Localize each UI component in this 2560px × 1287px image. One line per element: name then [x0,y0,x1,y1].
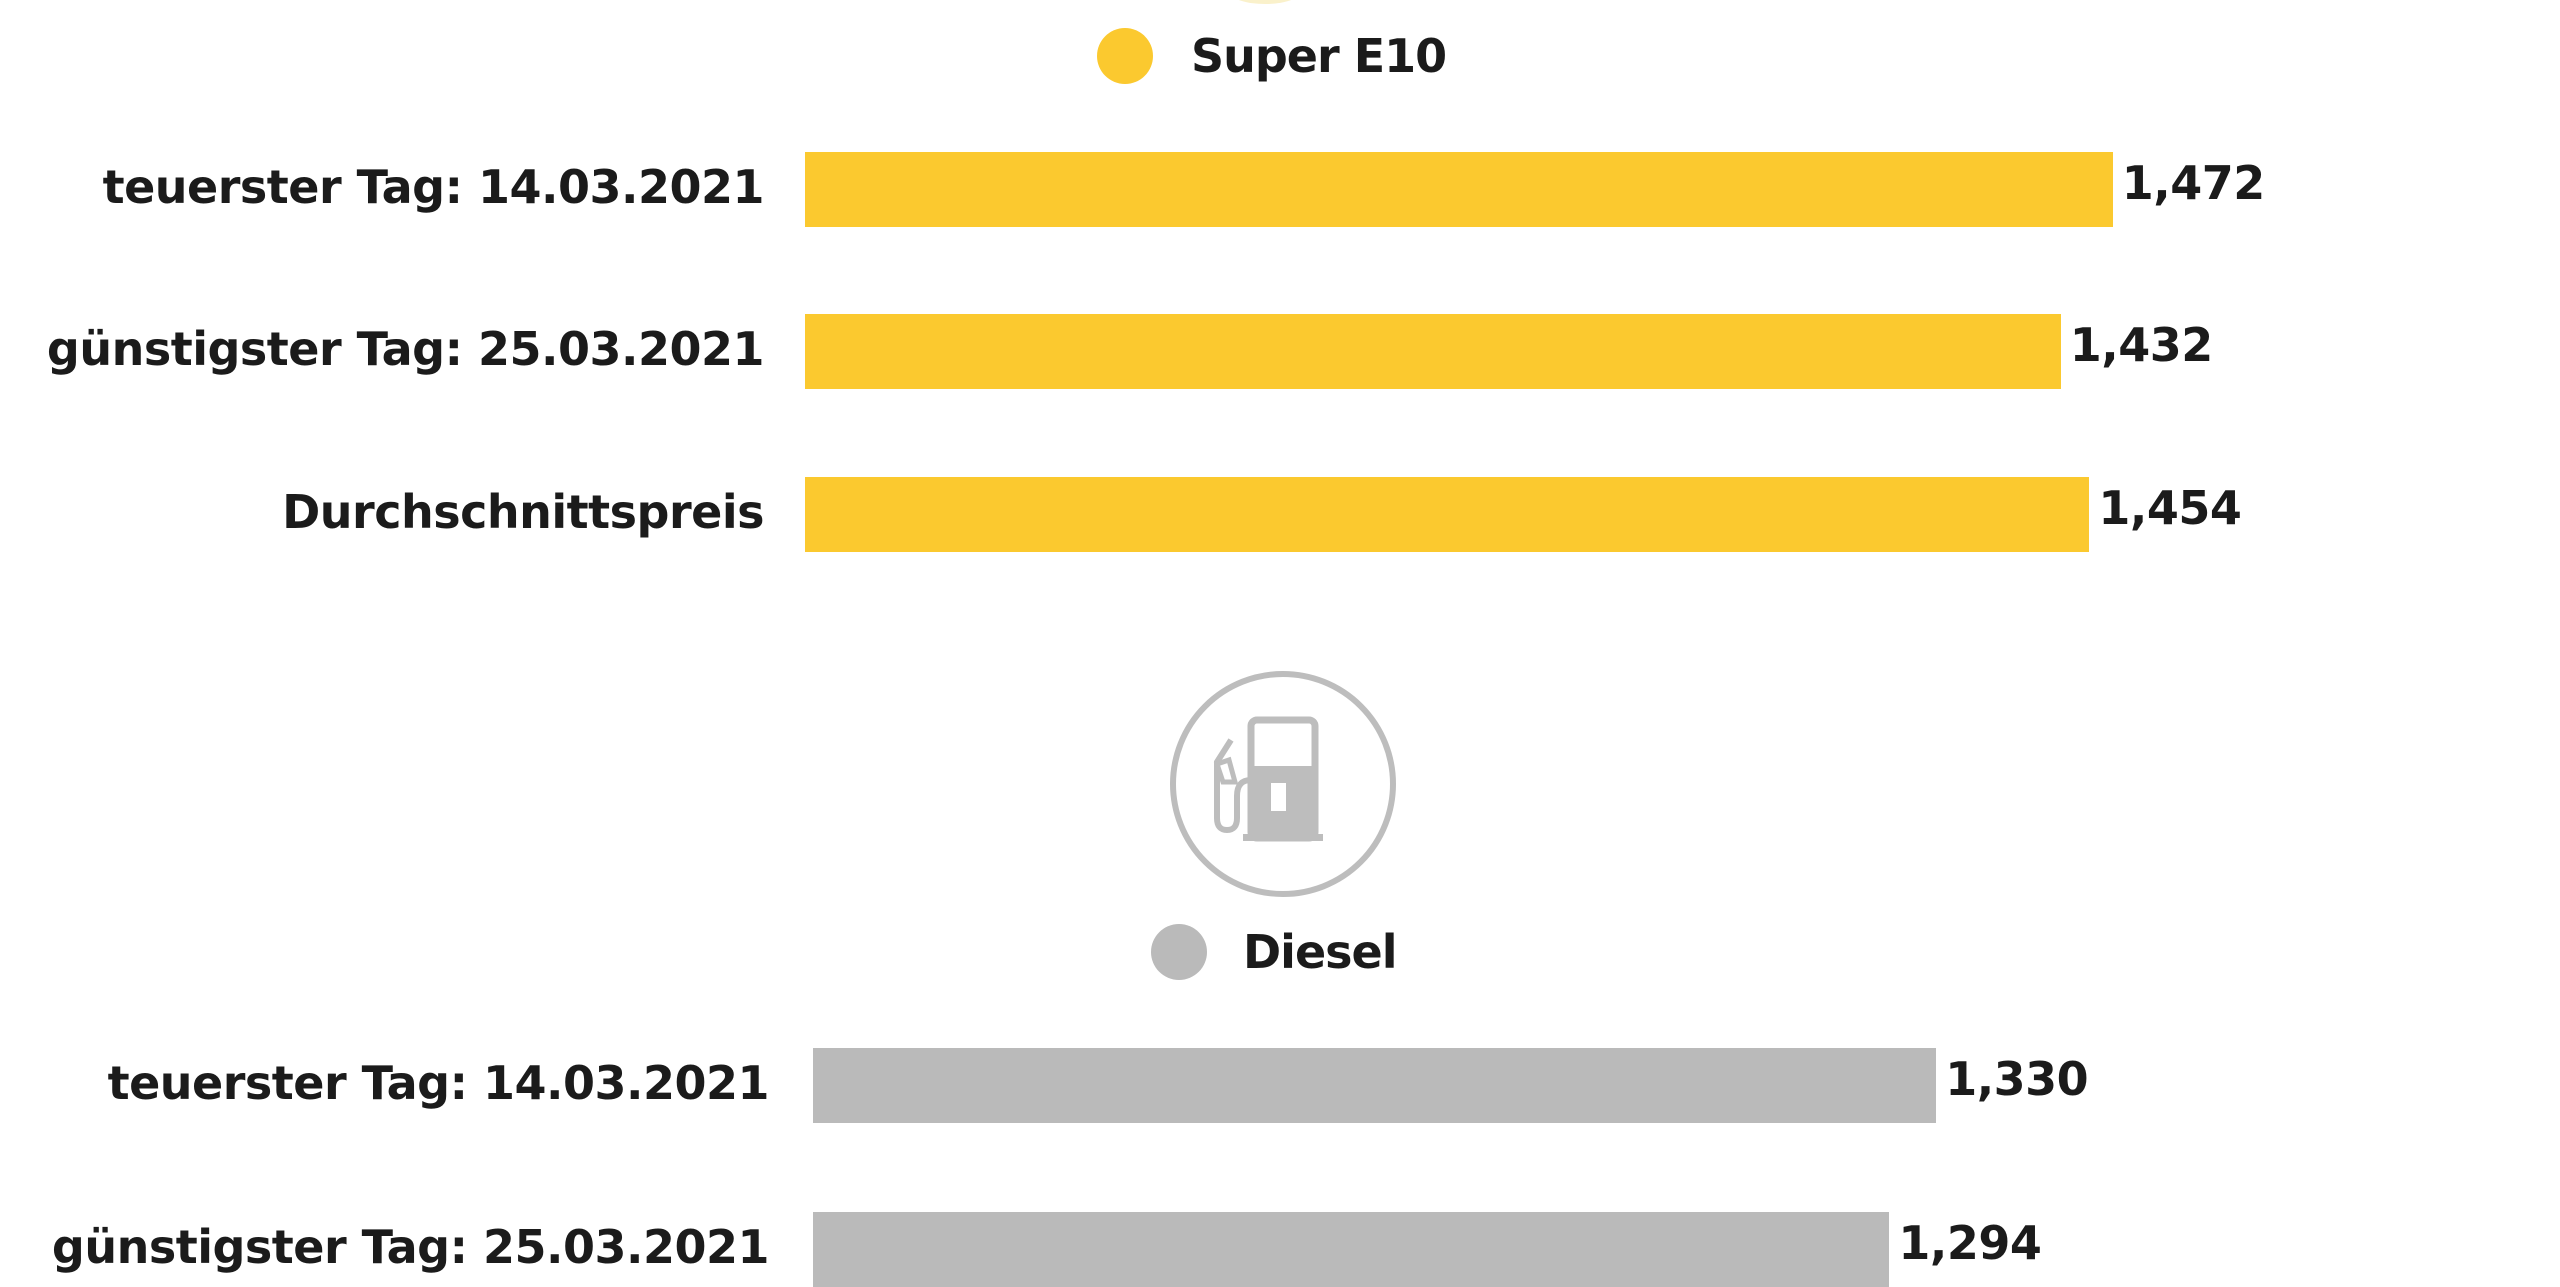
bar [805,314,2061,389]
category-label: teuerster Tag: 14.03.2021 [107,1056,770,1110]
legend-label: Diesel [1243,925,1397,979]
bar [813,1048,1937,1123]
category-label: günstigster Tag: 25.03.2021 [46,322,765,376]
bar [805,152,2113,227]
category-label: günstigster Tag: 25.03.2021 [51,1220,770,1274]
category-label: teuerster Tag: 14.03.2021 [102,160,765,214]
legend-diesel: Diesel [1151,924,1397,980]
category-label: Durchschnittspreis [282,485,764,539]
legend-dot [1151,924,1207,980]
value-label: 1,454 [2098,481,2242,535]
value-label: 1,472 [2121,156,2266,210]
bar [805,477,2090,552]
legend-dot [1097,28,1153,84]
bar [813,1212,1890,1287]
value-label: 1,330 [1945,1052,2089,1106]
legend-super-e10: Super E10 [1097,28,1447,84]
fuel-pump-icon [1167,668,1399,900]
value-label: 1,294 [1898,1216,2042,1270]
legend-label: Super E10 [1191,29,1447,83]
partial-icon-fragment [1230,0,1300,4]
value-label: 1,432 [2069,318,2214,372]
